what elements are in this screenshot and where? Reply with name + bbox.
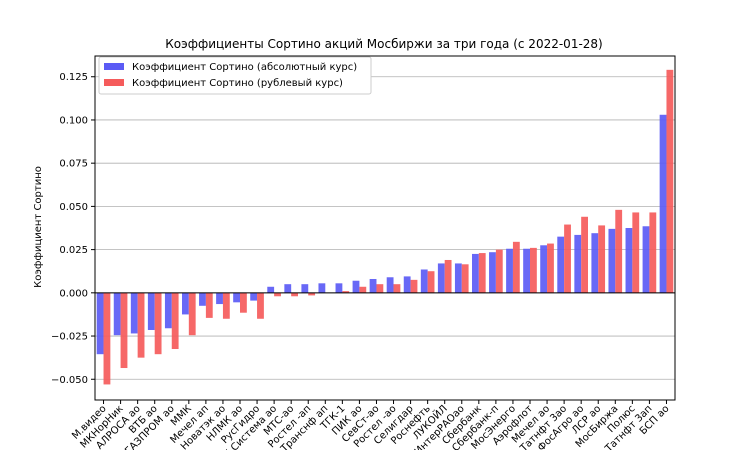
plot-frame (94, 55, 676, 401)
bar-ruble (666, 69, 674, 293)
bar-absolute (284, 284, 292, 293)
bar-absolute (352, 280, 360, 293)
bar-absolute (540, 245, 548, 293)
bar-absolute (335, 283, 343, 293)
bar-ruble (547, 243, 554, 293)
y-tick-label: 0.100 (59, 115, 88, 126)
bar-ruble (649, 212, 657, 293)
bar-ruble (410, 279, 418, 293)
bar-absolute (147, 292, 155, 330)
bar-absolute (301, 284, 309, 293)
bar-absolute (523, 248, 530, 293)
bar-ruble (359, 286, 367, 293)
bar-absolute (199, 292, 206, 306)
y-tick-label: −0.050 (51, 375, 88, 386)
bar-absolute (642, 226, 650, 293)
bar-absolute (659, 114, 667, 293)
bar-absolute (454, 263, 462, 293)
bar-ruble (257, 292, 264, 319)
legend-label-ruble: Коэффициент Сортино (рублевый курс) (132, 78, 343, 89)
bar-ruble (240, 292, 247, 313)
bar-absolute (216, 292, 223, 305)
bar-ruble (154, 292, 162, 355)
bar-absolute (574, 234, 582, 293)
bar-absolute (506, 248, 513, 293)
y-tick-label: 0.075 (59, 159, 88, 170)
legend-swatch-ruble (104, 79, 124, 86)
legend: Коэффициент Сортино (абсолютный курс) Ко… (98, 56, 372, 95)
bar-ruble (615, 209, 623, 293)
bar-absolute (386, 277, 394, 293)
bar-ruble (120, 292, 128, 369)
bar-ruble (512, 241, 520, 293)
bar-absolute (318, 283, 326, 293)
bar-absolute (130, 292, 138, 334)
legend-swatch-absolute (104, 63, 124, 70)
bar-absolute (437, 263, 445, 293)
bar-absolute (403, 276, 411, 293)
bar-ruble (530, 247, 537, 293)
bar-absolute (113, 292, 121, 336)
bar-ruble (103, 292, 111, 385)
bar-absolute (557, 236, 565, 293)
bar-ruble (222, 292, 230, 319)
y-axis-label: Коэффициент Сортино (33, 166, 44, 288)
axes-layer (94, 55, 676, 401)
bar-ruble (393, 284, 401, 293)
bar-absolute (164, 292, 172, 329)
bar-absolute (250, 292, 258, 301)
bar-ruble (188, 292, 196, 336)
bar-absolute (96, 292, 104, 355)
bar-ruble (376, 284, 384, 293)
bar-absolute (267, 286, 275, 293)
bar-ruble (291, 292, 298, 297)
bars-layer (96, 69, 674, 385)
y-ticks-layer: −0.050 −0.025 0.000 0.025 0.050 0.075 0.100 0.1… (51, 72, 95, 386)
bar-absolute (472, 253, 479, 293)
bar-absolute (233, 292, 240, 303)
bar-ruble (171, 292, 179, 350)
bar-absolute (420, 269, 428, 293)
bar-ruble (274, 292, 281, 297)
bar-ruble (461, 264, 469, 293)
y-tick-label: 0.000 (59, 288, 88, 299)
bar-ruble (342, 291, 350, 293)
bar-ruble (444, 259, 452, 293)
bar-absolute (182, 292, 189, 315)
chart-title: Коэффициенты Сортино акций Мосбиржи за т… (165, 37, 602, 51)
bar-ruble (308, 292, 316, 296)
bar-ruble (495, 249, 503, 293)
y-tick-label: −0.025 (51, 332, 88, 343)
bar-absolute (608, 228, 616, 293)
bar-ruble (564, 224, 571, 293)
y-tick-label: 0.125 (59, 72, 88, 83)
y-tick-label: 0.025 (59, 245, 88, 256)
bar-ruble (427, 271, 435, 293)
bar-absolute (625, 228, 633, 293)
bar-ruble (581, 216, 588, 293)
legend-box (98, 56, 372, 95)
legend-label-absolute: Коэффициент Сортино (абсолютный курс) (132, 62, 357, 73)
bar-ruble (205, 292, 213, 318)
bar-ruble (478, 253, 486, 293)
bar-absolute (369, 278, 377, 293)
bar-ruble (598, 225, 606, 293)
bar-absolute (591, 233, 599, 293)
bar-ruble (137, 292, 145, 358)
bar-ruble (632, 212, 640, 293)
y-tick-label: 0.050 (59, 202, 88, 213)
bar-absolute (489, 252, 496, 293)
